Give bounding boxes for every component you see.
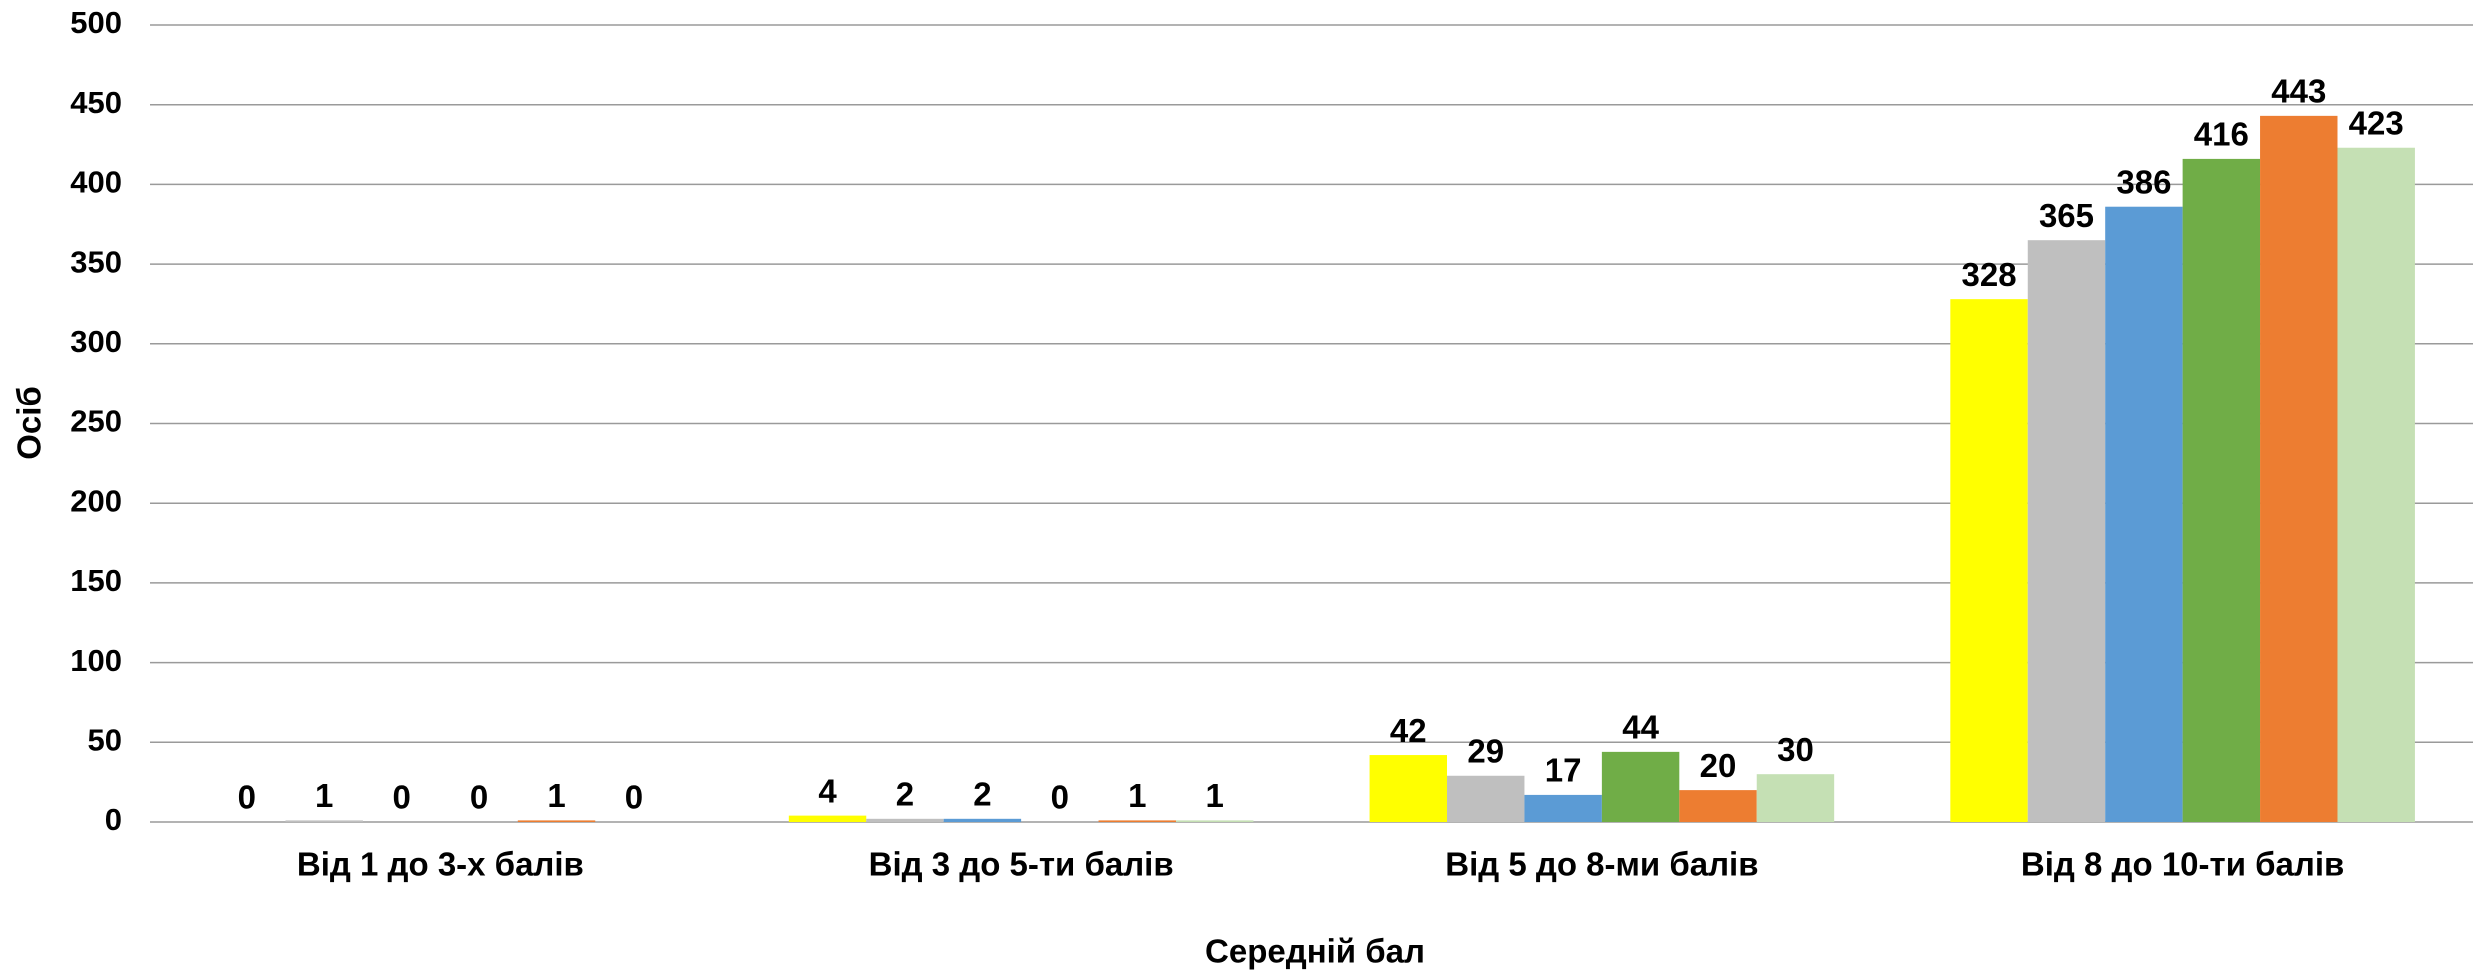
- y-tick-label: 400: [70, 165, 122, 200]
- data-label: 1: [1128, 777, 1146, 814]
- data-label: 365: [2039, 197, 2094, 234]
- data-label: 443: [2271, 73, 2326, 110]
- data-label: 29: [1467, 732, 1504, 769]
- x-tick-label: Від 8 до 10-ти балів: [2021, 846, 2344, 883]
- data-label: 0: [470, 779, 488, 816]
- bar: [1098, 820, 1176, 822]
- data-label: 30: [1777, 731, 1814, 768]
- y-tick-label: 50: [88, 722, 122, 757]
- y-tick-label: 0: [105, 802, 122, 837]
- data-label: 17: [1545, 752, 1582, 789]
- bar: [2260, 115, 2338, 822]
- bar: [943, 818, 1022, 822]
- data-label: 0: [392, 779, 410, 816]
- data-label: 386: [2116, 163, 2171, 200]
- bar: [788, 815, 867, 822]
- data-label: 20: [1700, 747, 1737, 784]
- bar: [2105, 206, 2183, 822]
- bar: [1601, 751, 1680, 822]
- bar: [1175, 820, 1254, 822]
- data-label: 1: [315, 777, 333, 814]
- bar: [1524, 794, 1602, 822]
- bar: [2337, 147, 2415, 822]
- x-tick-label: Від 5 до 8-ми балів: [1445, 846, 1758, 883]
- y-tick-label: 350: [70, 244, 122, 279]
- data-label: 4: [818, 772, 837, 809]
- x-tick-label: Від 1 до 3-х балів: [297, 846, 584, 883]
- data-label: 328: [1962, 256, 2017, 293]
- y-tick-label: 500: [70, 5, 122, 40]
- bar: [1679, 790, 1757, 822]
- y-tick-label: 250: [70, 404, 122, 439]
- data-label: 42: [1390, 712, 1427, 749]
- data-label: 1: [547, 777, 565, 814]
- data-label: 0: [625, 779, 643, 816]
- data-label: 0: [1051, 779, 1069, 816]
- y-tick-label: 300: [70, 324, 122, 359]
- bar: [1369, 755, 1448, 822]
- y-tick-label: 200: [70, 483, 122, 518]
- data-label: 1: [1206, 777, 1224, 814]
- bar: [2027, 240, 2106, 822]
- y-tick-label: 450: [70, 85, 122, 120]
- y-axis-label: Осіб: [11, 386, 48, 460]
- bar: [1447, 775, 1525, 822]
- x-tick-label: Від 3 до 5-ти балів: [869, 846, 1174, 883]
- y-tick-label: 150: [70, 563, 122, 598]
- bar: [866, 818, 944, 822]
- data-label: 0: [238, 779, 256, 816]
- bar: [1756, 774, 1835, 822]
- bar: [1950, 299, 2028, 823]
- bar: [517, 820, 596, 822]
- data-label: 2: [896, 776, 914, 813]
- x-axis-label: Середній бал: [1205, 933, 1425, 970]
- data-label: 2: [973, 776, 991, 813]
- y-tick-label: 100: [70, 643, 122, 678]
- bar: [285, 820, 363, 822]
- data-label: 416: [2194, 116, 2249, 153]
- bar: [2182, 158, 2261, 822]
- data-label: 44: [1622, 709, 1659, 746]
- data-label: 423: [2349, 104, 2404, 141]
